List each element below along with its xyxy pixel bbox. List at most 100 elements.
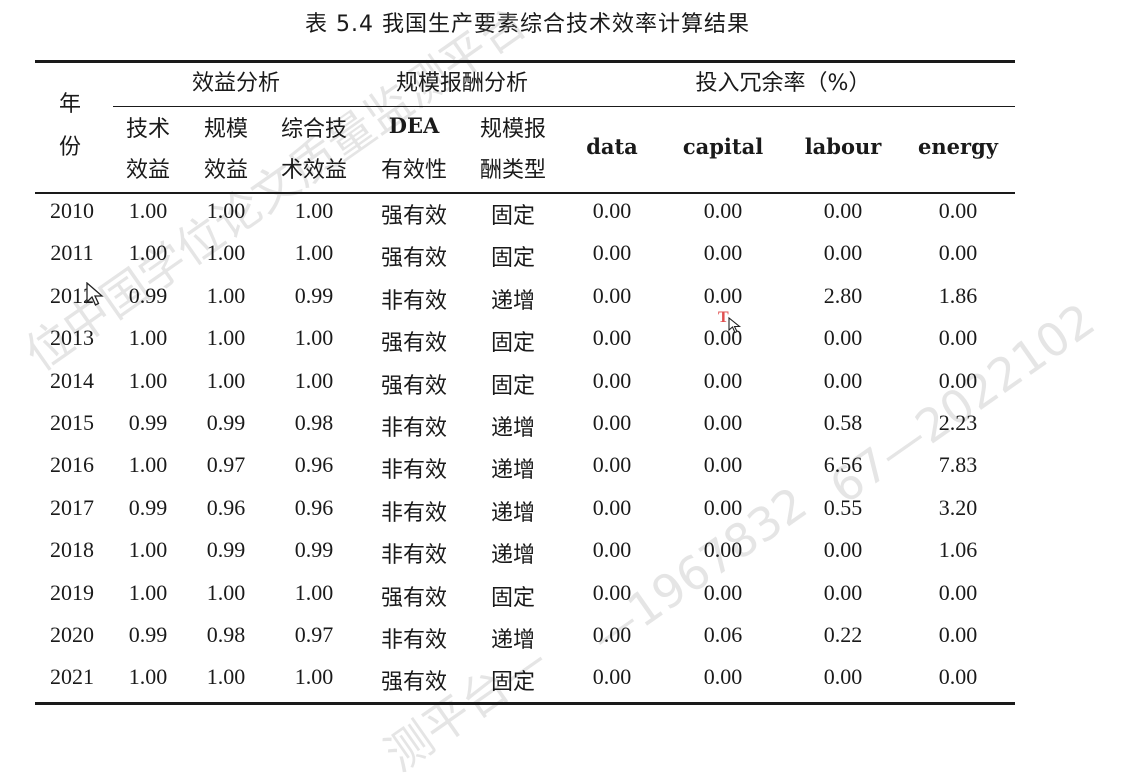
table-cell: 0.99: [128, 410, 168, 435]
header-group-redundancy: 投入冗余率（%）: [695, 71, 871, 96]
table-cell: 3.20: [938, 494, 978, 520]
header-tech: 效益: [125, 158, 171, 183]
table-cell: 0.00: [823, 198, 863, 223]
table-cell: 1.00: [294, 664, 334, 690]
table-cell: 0.00: [592, 410, 632, 435]
header-rule: [35, 192, 1015, 194]
table-cell: 0.00: [938, 325, 978, 351]
table-cell: 固定: [490, 331, 536, 357]
table-cell: 1.00: [206, 282, 246, 308]
table-cell: 固定: [490, 670, 536, 696]
header-capital: capital: [682, 134, 764, 159]
header-data: data: [586, 134, 638, 159]
table-cell: 1.00: [206, 198, 246, 223]
table-cell: 0.99: [294, 282, 334, 308]
table-cell: 非有效: [380, 458, 448, 484]
table-cell: 0.00: [703, 537, 743, 563]
table-cell: 0.06: [703, 622, 743, 647]
table-cell: 0.96: [294, 494, 334, 520]
table-cell: 0.99: [128, 494, 168, 520]
table-cell: 1.00: [294, 198, 334, 223]
table-cell: 递增: [490, 500, 536, 526]
table-cell: 0.97: [206, 452, 246, 478]
row-year: 2014: [50, 367, 94, 393]
row-year: 2013: [50, 325, 94, 351]
table-cell: 0.00: [592, 198, 632, 223]
row-year: 2016: [50, 452, 94, 478]
group-rule: [113, 106, 1015, 107]
table-cell: 0.00: [703, 282, 743, 308]
table-cell: 1.00: [206, 240, 246, 266]
table-cell: 0.00: [592, 282, 632, 308]
table-cell: 强有效: [380, 670, 448, 696]
header-composite: 综合技: [280, 117, 348, 142]
table-cell: 0.99: [206, 410, 246, 435]
header-return-type: 酬类型: [479, 158, 547, 183]
header-year: 年: [58, 92, 82, 117]
table-cell: 0.00: [823, 579, 863, 605]
table-cell: 0.00: [592, 494, 632, 520]
table-cell: 0.00: [823, 325, 863, 351]
table-cell: 0.99: [294, 537, 334, 563]
table-cell: 0.00: [703, 494, 743, 520]
table-cell: 1.00: [128, 537, 168, 563]
header-labour: labour: [804, 134, 882, 159]
table-cell: 0.00: [703, 367, 743, 393]
table-cell: 0.00: [592, 664, 632, 690]
table-cell: 0.00: [592, 367, 632, 393]
table-cell: 0.96: [206, 494, 246, 520]
table-cell: 固定: [490, 246, 536, 272]
table-cell: 0.00: [823, 664, 863, 690]
table-cell: 递增: [490, 288, 536, 314]
table-cell: 强有效: [380, 331, 448, 357]
table-cell: 2.23: [938, 410, 978, 435]
table-cell: 递增: [490, 628, 536, 653]
table-cell: 0.00: [592, 622, 632, 647]
header-group-benefit: 效益分析: [191, 71, 281, 96]
table-cell: 固定: [490, 585, 536, 611]
table-cell: 固定: [490, 373, 536, 399]
header-tech: 技术: [125, 117, 171, 142]
table-cell: 0.00: [592, 537, 632, 563]
header-return-type: 规模报: [479, 117, 547, 142]
table-cell: 1.00: [128, 240, 168, 266]
table-cell: 0.98: [294, 410, 334, 435]
top-rule: [35, 60, 1015, 63]
table-cell: 0.00: [592, 452, 632, 478]
table-cell: 1.00: [206, 367, 246, 393]
table-cell: 非有效: [380, 416, 448, 441]
table-cell: 1.00: [294, 240, 334, 266]
table-cell: 1.06: [938, 537, 978, 563]
bottom-rule: [35, 702, 1015, 705]
table-cell: 1.00: [294, 579, 334, 605]
table-cell: 1.00: [128, 367, 168, 393]
table-cell: 0.98: [206, 622, 246, 647]
table-cell: 非有效: [380, 628, 448, 653]
table-cell: 0.00: [938, 240, 978, 266]
table-cell: 强有效: [380, 585, 448, 611]
table-cell: 递增: [490, 458, 536, 484]
table-cell: 6.56: [823, 452, 863, 478]
table-cell: 递增: [490, 543, 536, 569]
table-cell: 非有效: [380, 500, 448, 526]
header-dea: 有效性: [380, 158, 448, 183]
row-year: 2020: [50, 622, 94, 647]
table-cell: 0.00: [938, 198, 978, 223]
table-cell: 0.00: [938, 579, 978, 605]
table-cell: 1.00: [128, 325, 168, 351]
table-cell: 0.00: [938, 664, 978, 690]
table-cell: 0.97: [294, 622, 334, 647]
table-cell: 1.00: [128, 198, 168, 223]
header-scale: 规模: [203, 117, 249, 142]
table-cell: 1.00: [294, 325, 334, 351]
text-cursor-icon: T: [718, 309, 729, 326]
header-composite: 术效益: [280, 158, 348, 183]
header-dea: DEA: [388, 113, 440, 138]
table-cell: 0.99: [206, 537, 246, 563]
table-cell: 0.00: [703, 240, 743, 266]
table-cell: 7.83: [938, 452, 978, 478]
table-cell: 1.00: [206, 664, 246, 690]
row-year: 2021: [50, 664, 94, 690]
table-cell: 0.22: [823, 622, 863, 647]
table-cell: 0.00: [938, 367, 978, 393]
